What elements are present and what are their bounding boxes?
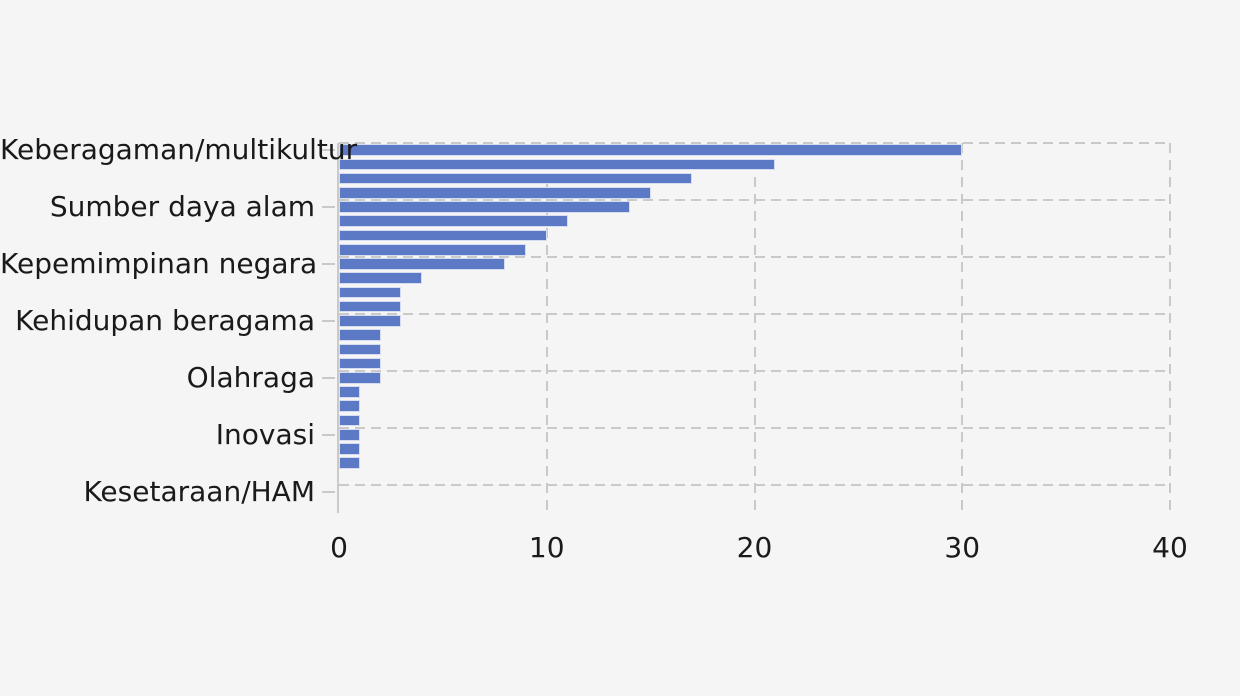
bar (339, 386, 360, 398)
bar (339, 201, 630, 213)
y-tick-mark (322, 376, 335, 379)
bar (339, 329, 381, 341)
y-axis-line (337, 143, 339, 513)
y-tick-mark (322, 206, 335, 209)
gridline-vertical (1169, 143, 1171, 513)
y-tick-mark (322, 262, 335, 265)
y-tick-label: Olahraga (186, 360, 315, 394)
y-tick-mark (322, 319, 335, 322)
bar (339, 400, 360, 413)
bar (339, 371, 381, 384)
bar (339, 457, 360, 469)
gridline-vertical (545, 143, 548, 513)
bar (339, 443, 360, 455)
bar (339, 300, 402, 313)
plot-area (322, 142, 1171, 513)
bar (339, 315, 402, 327)
bar (339, 215, 568, 228)
x-tick-label: 40 (1152, 531, 1188, 564)
gridline-vertical (961, 143, 964, 513)
y-tick-mark (322, 490, 335, 493)
bar (339, 286, 402, 299)
x-tick-label: 30 (944, 531, 981, 564)
bar (339, 172, 693, 185)
y-tick-label: Kesetaraan/HAM (83, 474, 315, 508)
bar (339, 144, 963, 156)
bar (339, 258, 506, 270)
bar (339, 357, 381, 370)
y-tick-mark (322, 149, 335, 152)
y-tick-mark (322, 433, 335, 436)
bar (339, 272, 423, 284)
bar (339, 186, 651, 199)
x-tick-label: 10 (528, 531, 565, 564)
y-tick-label: Kepemimpinan negara (0, 246, 318, 280)
bar (339, 414, 360, 427)
x-tick-label: 0 (330, 531, 348, 564)
y-tick-label: Inovasi (215, 417, 315, 451)
x-tick-label: 20 (736, 531, 773, 564)
y-tick-label: Keberagaman/multikultur (0, 133, 358, 167)
bar (339, 158, 776, 171)
bar (339, 428, 360, 441)
y-tick-label: Sumber daya alam (49, 190, 315, 224)
bar (339, 343, 381, 356)
y-tick-label: Kehidupan beragama (15, 303, 315, 337)
gridline-vertical (753, 143, 756, 513)
bar (339, 243, 526, 256)
bar (339, 229, 547, 242)
